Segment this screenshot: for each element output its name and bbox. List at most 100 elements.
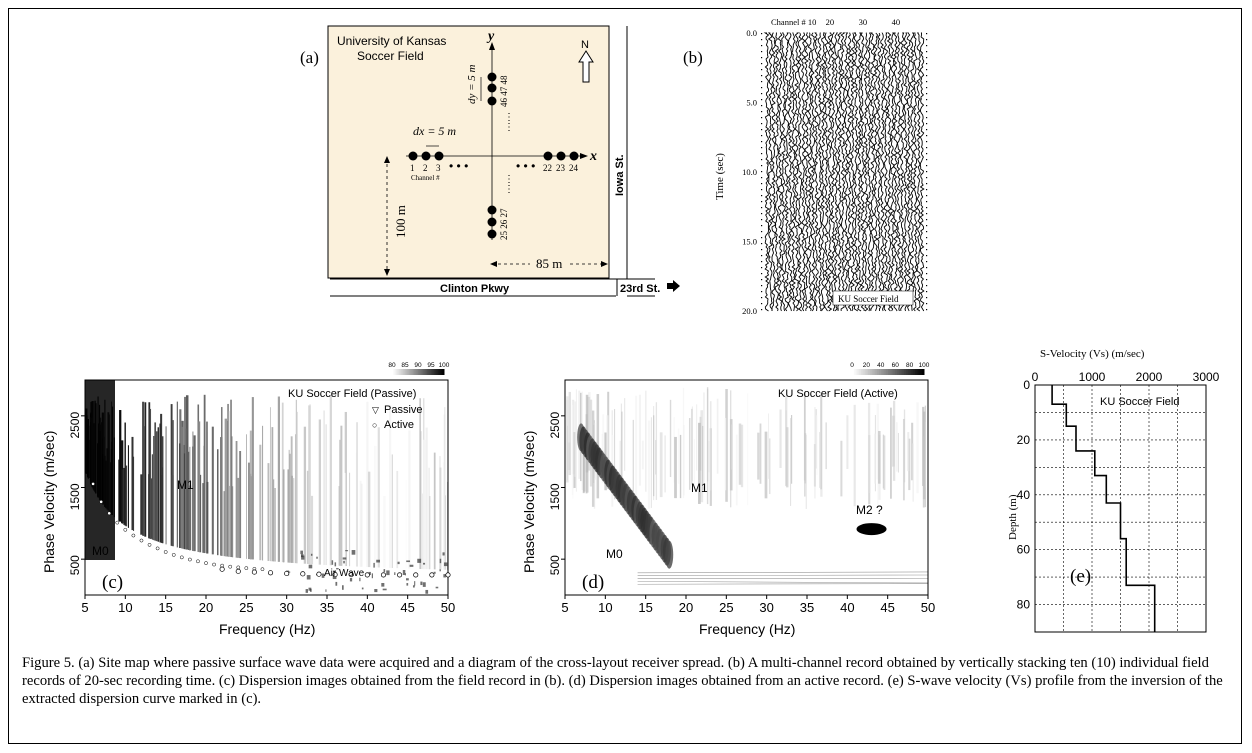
panel-e-xlabel: S-Velocity (Vs) (m/sec) [1040,348,1145,360]
dispersion-streak [405,480,408,569]
noise-speckle [442,552,445,556]
receiver-47 [487,83,497,93]
passive-curve-point [131,533,136,538]
panel-d-ylabel: Phase Velocity (m/sec) [521,431,537,573]
seismic-trace [869,32,876,312]
colorscale-tick: 80 [906,362,914,369]
margin-dot [761,225,763,227]
panel-d-y-ticks: 500 1500 2500 [548,412,565,575]
dispersion-streak [127,445,129,528]
dispersion-image-active [565,380,929,595]
colorscale-cell [886,369,889,375]
north-arrow-icon [578,50,594,83]
noise-speckle [301,555,305,560]
dispersion-streak [124,422,126,526]
field-title-line2: Soccer Field [357,49,424,63]
receiver-48 [487,72,497,82]
dispersion-streak [251,397,254,560]
seismic-trace [804,32,810,312]
dispersion-streak [815,409,818,469]
margin-dot [926,153,928,155]
colorscale-cell [898,369,902,375]
margin-dot [761,267,763,269]
active-curve-point [332,572,338,578]
margin-dot [761,111,763,113]
active-curve-point [284,570,290,577]
dispersion-streak [198,421,201,553]
seismic-trace [780,32,786,312]
margin-dot [761,147,763,149]
y-tick-label: 2500 [548,412,562,439]
colorscale-cell [408,369,411,375]
dispersion-streak [269,407,271,562]
arrow-right-icon [667,280,680,292]
dispersion-streak [389,404,392,568]
margin-dot [926,195,928,197]
passive-curve-point [139,538,144,543]
panel-d-title: KU Soccer Field (Active) [778,388,898,400]
dispersion-streak [825,422,827,470]
north-dots: ⋮ [504,112,514,123]
margin-dot [926,201,928,203]
dispersion-streak [360,483,363,567]
dispersion-streak [248,462,251,560]
dim-85m-arrow-right-icon [601,261,608,267]
dispersion-streak [178,443,181,548]
margin-dot [926,39,928,41]
colorscale-cell [868,369,871,375]
seismic-trace [807,32,813,312]
margin-dot [926,285,928,287]
colorscale-cell [862,369,866,375]
dispersion-streak [816,415,818,476]
receiver-25 [487,229,497,239]
noise-speckle [308,587,312,591]
noise-speckle [336,568,339,570]
noise-speckle [359,577,361,582]
dispersion-streak [882,434,884,489]
margin-dot [761,99,763,101]
dispersion-streak [892,400,896,481]
colorscale-cell [420,369,423,375]
dispersion-streak [123,467,126,525]
margin-dot [761,213,763,215]
margin-dot [926,45,928,47]
faint-trend-line [637,583,929,585]
dispersion-streak [148,402,151,539]
dispersion-streak [635,395,638,503]
figure-frame [8,8,1242,744]
legend-passive-label: Passive [384,404,423,416]
margin-dot [761,75,763,77]
dispersion-streak [620,403,622,481]
colorscale-tick: 40 [877,362,885,369]
dispersion-streak [199,474,202,553]
margin-dot [761,171,763,173]
seismic-trace [784,32,790,312]
legend-active-label: Active [384,419,414,431]
dispersion-streak [619,440,621,495]
vs-profile-line [1051,385,1156,632]
passive-curve-point [147,542,152,547]
passive-curve-point [171,553,176,557]
dispersion-streak [614,409,616,500]
noise-speckle [371,573,373,579]
panel-b-label: (b) [683,48,703,67]
receiver-24 [569,151,579,161]
panel-c-y-ticks: 500 1500 2500 [68,412,85,575]
panel-c-passive-dispersion: 80 85 90 95 100 KU Soccer Field (Passive) ▽ … [41,362,455,637]
colorscale-cell [429,369,432,375]
margin-dot [926,255,928,257]
dispersion-streak [638,394,642,486]
active-curve-point [445,572,451,578]
colorscale-tick: 20 [863,362,871,369]
colorscale-cell [399,369,402,375]
margin-dot [761,297,763,299]
south-dots-2: ⋮ [504,184,514,195]
dispersion-streak [293,478,295,563]
colorscale-tick: 60 [892,362,900,369]
dispersion-streak [239,451,242,559]
margin-dot [926,219,928,221]
noise-speckle [374,589,378,593]
margin-dot [926,291,928,293]
margin-dot [761,141,763,143]
seismic-trace [777,32,783,312]
